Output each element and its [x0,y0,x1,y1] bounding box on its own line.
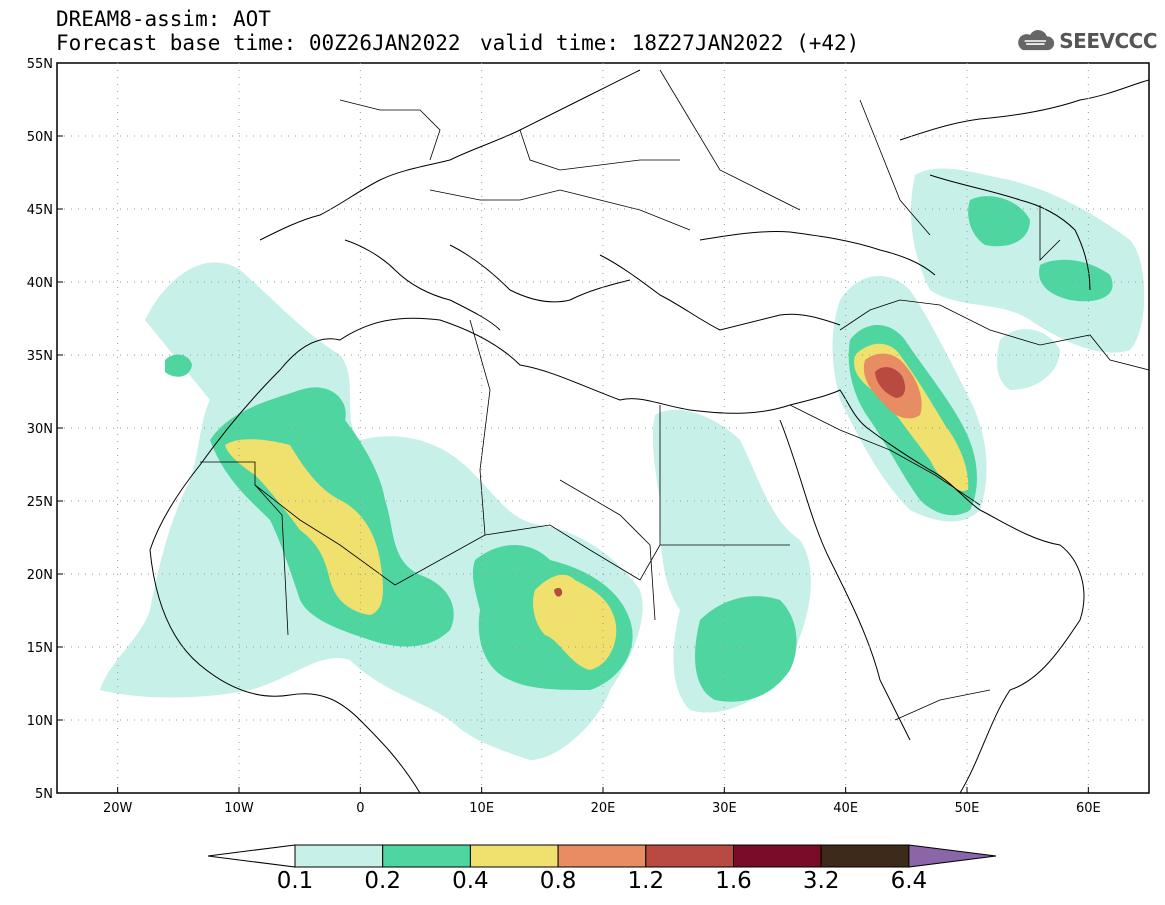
colorbar-segment [295,845,383,867]
colorbar-label: 1.2 [628,868,665,894]
colorbar-over-arrow [909,845,996,867]
aot-shading [100,169,1144,760]
aot-band-0.1 [911,169,1144,353]
colorbar-segment [383,845,471,867]
lat-tick-label: 55N [27,57,53,72]
colorbar-segment [558,845,646,867]
lon-tick-label: 20W [103,801,133,816]
colorbar-labels: 0.1 0.2 0.4 0.8 1.2 1.6 3.2 6.4 [0,868,1165,896]
lon-tick-label: 10E [469,801,494,816]
colorbar [208,845,996,867]
lat-tick-label: 15N [27,641,53,656]
lat-tick-label: 20N [27,568,53,583]
lon-ticks: 20W 10W 0 10E 20E 30E 40E 50E 60E [103,787,1101,816]
colorbar-label: 1.6 [715,868,752,894]
lat-tick-label: 30N [27,422,53,437]
lon-tick-label: 50E [955,801,980,816]
lat-tick-label: 45N [27,203,53,218]
colorbar-under-arrow [208,845,295,867]
aot-band-0.1 [997,329,1060,390]
lon-tick-label: 40E [833,801,858,816]
lon-tick-label: 30E [712,801,737,816]
colorbar-segment [646,845,734,867]
colorbar-segment [821,845,909,867]
colorbar-label: 0.1 [277,868,314,894]
colorbar-label: 6.4 [891,868,928,894]
colorbar-segment [470,845,558,867]
lat-tick-label: 35N [27,349,53,364]
colorbar-label: 3.2 [803,868,840,894]
lat-tick-label: 50N [27,130,53,145]
lon-tick-label: 0 [356,801,364,816]
colorbar-label: 0.8 [540,868,577,894]
lat-tick-label: 25N [27,495,53,510]
lat-tick-label: 10N [27,714,53,729]
colorbar-segment [734,845,822,867]
lon-tick-label: 20E [591,801,616,816]
lon-tick-label: 60E [1076,801,1101,816]
lat-tick-label: 40N [27,276,53,291]
lat-tick-label: 5N [35,787,53,802]
aot-band-0.2 [695,596,797,702]
colorbar-label: 0.4 [452,868,489,894]
colorbar-label: 0.2 [364,868,401,894]
lon-tick-label: 10W [224,801,254,816]
